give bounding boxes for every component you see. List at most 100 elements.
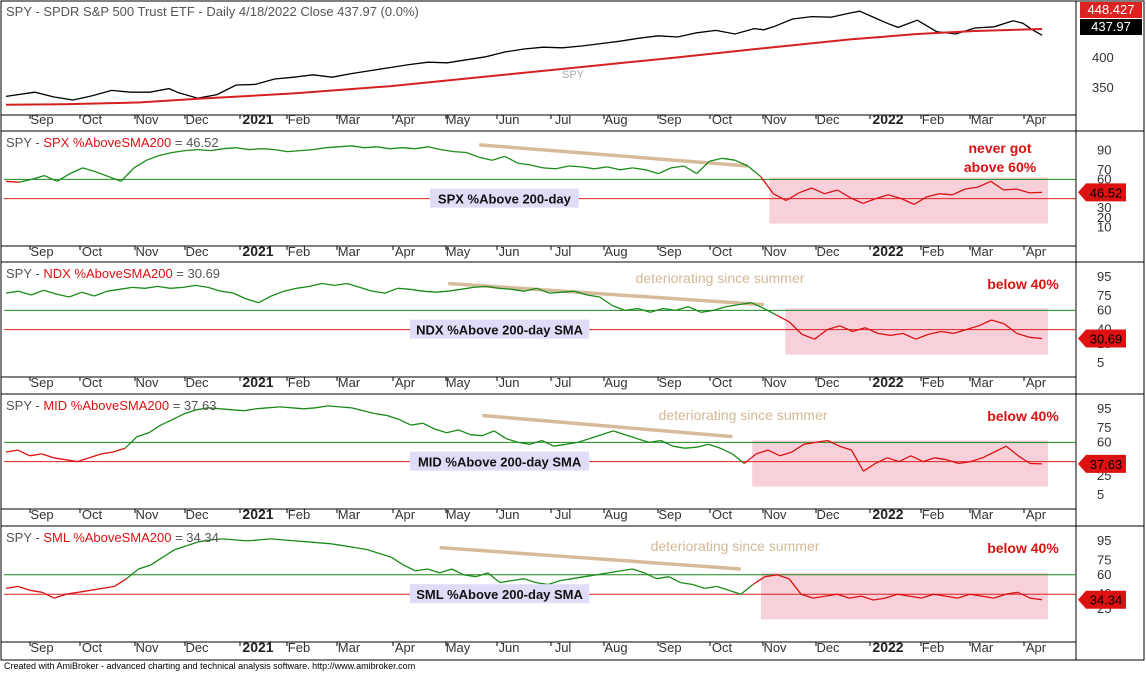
series-segment <box>511 288 525 292</box>
series-segment <box>704 585 717 590</box>
series-segment <box>234 539 247 542</box>
value-tag: 437.97 <box>1091 19 1131 34</box>
trend-line <box>479 143 748 168</box>
x-tick-label: Dec <box>185 375 209 390</box>
x-tick-label: Apr <box>1026 640 1047 655</box>
series-segment <box>888 194 902 200</box>
series-segment <box>1017 455 1031 465</box>
series-segment <box>747 165 762 178</box>
series-segment <box>946 459 959 465</box>
series-segment <box>232 409 245 412</box>
series-segment <box>114 578 127 587</box>
x-tick-label: 2021 <box>242 111 273 127</box>
series-segment <box>589 434 602 440</box>
series-segment <box>1003 323 1018 334</box>
series-segment <box>966 325 979 331</box>
series-segment <box>965 186 979 190</box>
series-segment <box>460 286 474 290</box>
y-tick-label: 60 <box>1097 171 1111 186</box>
series-segment <box>523 578 537 584</box>
x-tick-label: Aug <box>604 112 627 127</box>
x-tick-label: Mar <box>338 244 361 259</box>
series-segment <box>160 418 173 426</box>
series-segment <box>877 332 891 337</box>
series-segment <box>157 285 171 289</box>
series-segment <box>244 408 257 412</box>
series-segment <box>159 151 173 157</box>
series-segment <box>5 449 19 453</box>
series-segment <box>1017 591 1031 599</box>
y-tick-label: 95 <box>1097 269 1111 284</box>
series-segment <box>291 407 304 410</box>
x-tick-label: Feb <box>288 375 310 390</box>
series-segment <box>708 443 721 449</box>
series-segment <box>331 543 344 547</box>
series-segment <box>89 453 102 459</box>
series-segment <box>599 296 613 307</box>
x-tick-label: Feb <box>922 507 944 522</box>
x-tick-label: Feb <box>922 244 944 259</box>
series-segment <box>620 568 633 572</box>
series-segment <box>95 171 109 178</box>
x-tick-label: Sep <box>30 244 53 259</box>
series-segment <box>101 451 114 455</box>
series-segment <box>146 154 160 161</box>
x-tick-label: Dec <box>816 112 840 127</box>
series-segment <box>498 287 512 290</box>
weakness-box <box>785 308 1048 355</box>
series-label-bg <box>410 584 590 604</box>
series-segment <box>78 589 91 593</box>
x-tick-label: Mar <box>338 640 361 655</box>
x-tick-label: Jul <box>555 507 572 522</box>
chart-title: SPY - MID %AboveSMA200 = 37.63 <box>6 398 216 413</box>
x-tick-label: Apr <box>395 244 416 259</box>
x-tick-label: Sep <box>658 507 681 522</box>
series-segment <box>68 291 83 298</box>
x-tick-label: 2022 <box>872 374 903 390</box>
series-segment <box>1005 445 1019 457</box>
series-segment <box>687 306 702 313</box>
x-tick-label: 2021 <box>242 506 273 522</box>
x-tick-label: Feb <box>288 507 310 522</box>
series-segment <box>258 295 272 304</box>
series-segment <box>555 165 569 170</box>
x-tick-label: Nov <box>763 375 787 390</box>
pane-1: Sep Oct Nov Dec 2021 Feb Mar Apr May Jun Jul Aug Sep… <box>1 130 1144 259</box>
y-tick-label: 60 <box>1097 434 1111 449</box>
x-tick-label: Jul <box>555 112 572 127</box>
series-segment <box>656 576 669 580</box>
series-segment <box>791 443 805 453</box>
series-segment <box>470 434 483 437</box>
series-segment <box>389 147 403 150</box>
x-tick-label: Apr <box>1026 507 1047 522</box>
series-label-bg <box>410 451 590 471</box>
series-segment <box>364 146 377 149</box>
series-segment <box>934 457 947 461</box>
series-segment <box>535 581 549 586</box>
series-segment <box>909 595 922 599</box>
series-segment <box>898 455 912 463</box>
value-tag: 448.427 <box>1088 2 1135 17</box>
series-segment <box>824 189 838 195</box>
series-segment <box>902 332 916 340</box>
series-segment <box>636 437 650 444</box>
series-segment <box>372 290 386 294</box>
x-tick-label: May <box>446 375 471 390</box>
series-segment <box>716 585 729 591</box>
series-segment <box>671 165 684 169</box>
x-tick-label: Dec <box>816 244 840 259</box>
series-segment <box>862 197 876 205</box>
series-segment <box>921 593 934 599</box>
series-segment <box>473 285 487 289</box>
series-segment <box>658 167 672 175</box>
series-segment <box>922 457 935 463</box>
series-segment <box>913 196 928 205</box>
series-segment <box>849 197 864 204</box>
x-tick-label: Mar <box>971 507 994 522</box>
trend-line <box>448 281 765 307</box>
series-segment <box>271 290 285 297</box>
series-segment <box>343 545 356 549</box>
series-segment <box>363 410 376 415</box>
series-segment <box>43 289 57 295</box>
x-tick-label: Oct <box>712 112 733 127</box>
